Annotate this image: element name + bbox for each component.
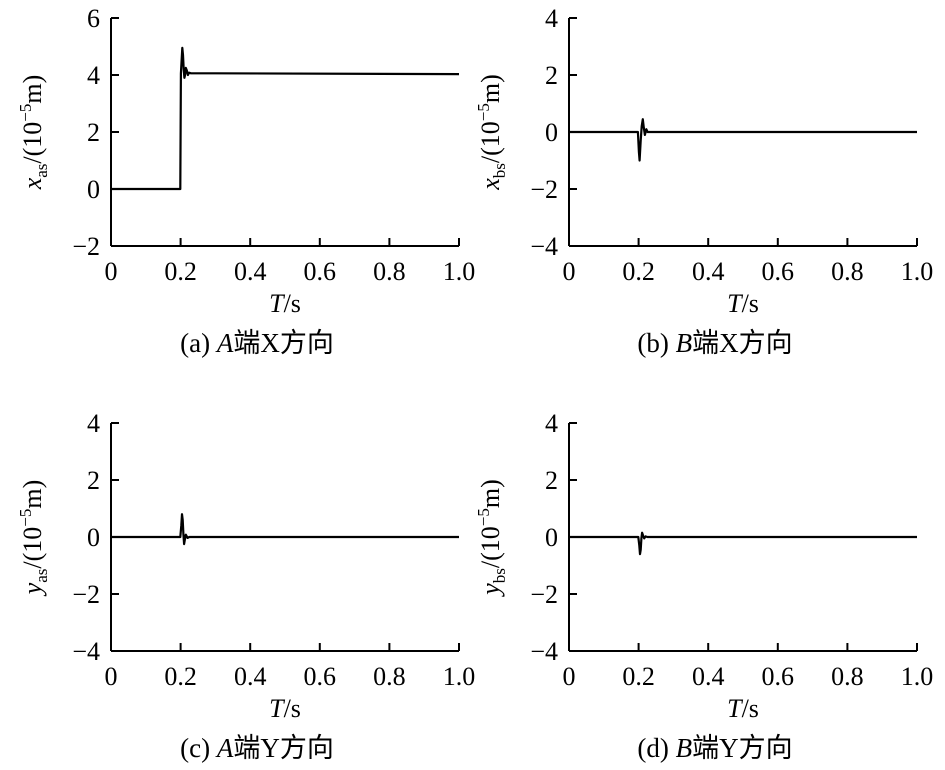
x-tick-label: 0.6	[304, 662, 337, 691]
y-tick-label: −4	[72, 637, 100, 666]
y-tick-label: −2	[72, 580, 100, 609]
y-tick-label: 0	[545, 523, 558, 552]
y-tick-label: 4	[87, 61, 100, 90]
chart-panel-c: 0 0.2 0.4 0.6 0.8 1.0 −4 −2 0 2 4 T/s yas/(10−5m) (c)…	[16, 409, 475, 763]
chart-panel-b: 0 0.2 0.4 0.6 0.8 1.0 −4 −2 0 2 4 T/s xbs/(10−5m) (b)…	[474, 4, 933, 358]
series-line	[111, 46, 460, 191]
y-tick-label: 0	[545, 118, 558, 147]
y-tick-label: 6	[87, 4, 100, 33]
y-tick-label: −2	[72, 232, 100, 261]
x-tick-label: 1.0	[901, 662, 934, 691]
panel-caption: (a) A端X方向	[180, 328, 334, 358]
x-tick-label: 0.2	[622, 257, 655, 286]
panel-caption: (d) B端Y方向	[637, 733, 792, 763]
x-axis-label: T/s	[727, 289, 759, 318]
y-axis-label: yas/(10−5m)	[16, 480, 51, 598]
x-tick-label: 0	[105, 662, 118, 691]
x-tick-label: 0.6	[762, 257, 795, 286]
x-tick-label: 0.6	[304, 257, 337, 286]
y-axis-label: ybs/(10−5m)	[474, 479, 509, 598]
y-tick-label: 2	[545, 61, 558, 90]
x-tick-label: 0.4	[234, 257, 267, 286]
x-tick-label: 0.8	[373, 257, 406, 286]
y-tick-label: 2	[87, 118, 100, 147]
y-tick-label: 0	[87, 523, 100, 552]
x-axis-label: T/s	[727, 694, 759, 723]
y-tick-label: 4	[87, 409, 100, 438]
panel-caption: (b) B端X方向	[637, 328, 792, 358]
x-tick-label: 0.6	[762, 662, 795, 691]
x-tick-label: 0	[563, 257, 576, 286]
x-tick-label: 0	[563, 662, 576, 691]
y-axis-label: xas/(10−5m)	[16, 75, 51, 191]
series-line	[569, 118, 917, 162]
x-tick-label: 0.4	[692, 662, 725, 691]
y-tick-label: −4	[530, 232, 558, 261]
x-tick-label: 0.8	[831, 257, 864, 286]
chart-panel-a: 0 0.2 0.4 0.6 0.8 1.0−20246T/sxas/(10−5m)(a) …	[16, 4, 475, 358]
x-tick-label: 0.2	[164, 662, 197, 691]
y-axis-label: xbs/(10−5m)	[474, 74, 509, 191]
x-tick-label: 0.2	[164, 257, 197, 286]
y-tick-label: 2	[87, 466, 100, 495]
x-tick-label: 0.2	[622, 662, 655, 691]
panel-caption: (c) A端Y方向	[180, 733, 334, 763]
y-tick-label: 0	[87, 175, 100, 204]
series-line	[111, 513, 459, 546]
y-tick-label: 2	[545, 466, 558, 495]
chart-panel-d: 0 0.2 0.4 0.6 0.8 1.0 −4 −2 0 2 4 T/s ybs/(10−5m) (d)…	[474, 409, 933, 763]
x-tick-label: 1.0	[901, 257, 934, 286]
y-tick-label: −4	[530, 637, 558, 666]
y-tick-label: −2	[530, 580, 558, 609]
x-axis-label: T/s	[269, 694, 301, 723]
x-axis-label: T/s	[269, 289, 301, 318]
x-tick-label: 0.8	[373, 662, 406, 691]
series-line	[569, 531, 917, 556]
x-tick-label: 0	[105, 257, 118, 286]
y-tick-label: 4	[545, 4, 558, 33]
x-tick-label: 0.4	[692, 257, 725, 286]
x-tick-label: 1.0	[443, 257, 476, 286]
x-tick-label: 1.0	[443, 662, 476, 691]
x-tick-label: 0.4	[234, 662, 267, 691]
y-tick-label: −2	[530, 175, 558, 204]
y-tick-label: 4	[545, 409, 558, 438]
x-tick-label: 0.8	[831, 662, 864, 691]
